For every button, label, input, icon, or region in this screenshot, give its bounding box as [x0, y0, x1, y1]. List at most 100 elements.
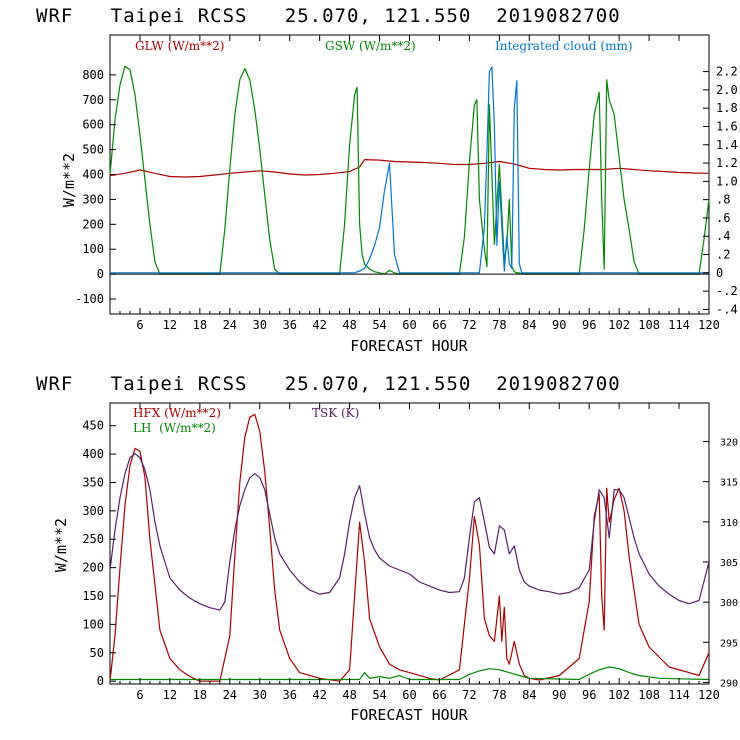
y2-tick-label: 2.0: [716, 83, 738, 97]
x-tick-label: 96: [582, 688, 596, 702]
x-tick-label: 60: [402, 688, 416, 702]
y2-tick-label: 1.8: [716, 101, 738, 115]
y2-tick-label: 300: [720, 598, 738, 609]
y2-tick-label: 320: [720, 438, 738, 449]
x-tick-label: 6: [136, 318, 143, 332]
x-tick-label: 12: [163, 688, 177, 702]
x-tick-label: 18: [193, 688, 207, 702]
y-tick-label: 400: [82, 447, 104, 461]
y-tick-label: 800: [82, 68, 104, 82]
x-tick-label: 72: [462, 318, 476, 332]
x-tick-label: 84: [522, 318, 536, 332]
panel-1-title: WRF Taipei RCSS 25.070, 121.550 20190827…: [36, 5, 621, 27]
y-tick-label: 300: [82, 504, 104, 518]
panel-2: WRF Taipei RCSS 25.070, 121.550 20190827…: [36, 373, 738, 724]
y-tick-label: 400: [82, 168, 104, 182]
x-tick-label: 6: [136, 688, 143, 702]
y2-tick-label: 1.6: [716, 119, 738, 133]
panel-1-series: [109, 65, 710, 275]
y2-tick-label: 310: [720, 518, 738, 529]
x-tick-label: 102: [608, 318, 630, 332]
y2-tick-label: 295: [720, 638, 738, 649]
y-tick-label: 600: [82, 118, 104, 132]
x-tick-label: 90: [552, 318, 566, 332]
y-tick-label: 200: [82, 561, 104, 575]
x-tick-label: 36: [282, 318, 296, 332]
legend-gsw: GSW (W/m**2): [325, 39, 416, 53]
x-tick-label: 78: [492, 318, 506, 332]
x-tick-label: 72: [462, 688, 476, 702]
x-tick-label: 30: [253, 318, 267, 332]
x-tick-label: 78: [492, 688, 506, 702]
y-tick-label: 100: [82, 242, 104, 256]
x-tick-label: 24: [223, 318, 237, 332]
x-tick-label: 48: [342, 318, 356, 332]
panel-1: WRF Taipei RCSS 25.070, 121.550 20190827…: [36, 5, 738, 355]
x-tick-label: 66: [432, 688, 446, 702]
panel-2-series: [109, 413, 710, 682]
x-tick-label: 42: [312, 688, 326, 702]
y-tick-label: 200: [82, 217, 104, 231]
y-tick-label: 0: [97, 674, 104, 688]
panel-1-axes: 6 12 18 24 30 36 42 48 54 60 66 72 78 84 90 96 102 108 114…: [75, 35, 738, 332]
panel-1-plot-frame: [109, 34, 710, 315]
y-tick-label: 500: [82, 143, 104, 157]
legend-hfx: HFX (W/m**2): [133, 406, 221, 420]
x-tick-label: 102: [608, 688, 630, 702]
x-tick-label: 36: [282, 688, 296, 702]
y2-tick-label: 1.4: [716, 138, 738, 152]
legend-lh: LH (W/m**2): [133, 421, 216, 435]
y-tick-label: 50: [90, 646, 104, 660]
y2-tick-label: 315: [720, 478, 738, 489]
y2-tick-label: 1.2: [716, 156, 738, 170]
series-line-1-2: [109, 65, 710, 275]
x-tick-label: 12: [163, 318, 177, 332]
panel-2-xlabel: FORECAST HOUR: [350, 706, 468, 724]
x-tick-label: 66: [432, 318, 446, 332]
legend-tsk: TSK (K): [312, 406, 359, 420]
x-tick-label: 48: [342, 688, 356, 702]
x-tick-label: 18: [193, 318, 207, 332]
legend-glw: GLW (W/m**2): [135, 39, 224, 53]
x-tick-label: 108: [638, 688, 660, 702]
y-tick-label: 100: [82, 617, 104, 631]
x-tick-label: 120: [698, 688, 720, 702]
series-line-2-1: [109, 413, 710, 682]
y-tick-label: 350: [82, 475, 104, 489]
y2-tick-label: .6: [716, 211, 730, 225]
y-tick-label: 450: [82, 419, 104, 433]
panel-2-title: WRF Taipei RCSS 25.070, 121.550 20190827…: [36, 373, 621, 395]
panel-1-xlabel: FORECAST HOUR: [350, 337, 468, 355]
x-tick-label: 114: [668, 318, 690, 332]
y-tick-label: -100: [75, 292, 104, 306]
x-tick-label: 30: [253, 688, 267, 702]
y2-tick-label: .4: [716, 229, 730, 243]
series-line-1-1: [109, 159, 710, 178]
series-line-2-3: [109, 453, 710, 611]
x-tick-label: 24: [223, 688, 237, 702]
legend-cloud: Integrated cloud (mm): [495, 39, 633, 53]
series-line-1-3: [110, 66, 709, 274]
x-tick-label: 60: [402, 318, 416, 332]
y2-tick-label: 2.2: [716, 65, 738, 79]
y2-tick-label: 1.0: [716, 174, 738, 188]
x-tick-label: 54: [372, 688, 386, 702]
y2-tick-label: 305: [720, 558, 738, 569]
y2-tick-label: -.4: [716, 302, 738, 316]
y-tick-label: 300: [82, 192, 104, 206]
x-tick-label: 42: [312, 318, 326, 332]
y-tick-label: 700: [82, 93, 104, 107]
panel-2-axes: 6 12 18 24 30 36 42 48 54 60 66 72 78 84 90 96 102 108 114…: [82, 403, 738, 702]
x-tick-label: 114: [668, 688, 690, 702]
panel-2-plot-frame: [109, 402, 710, 685]
y2-tick-label: 0: [716, 266, 723, 280]
y-tick-label: 0: [97, 267, 104, 281]
x-tick-label: 54: [372, 318, 386, 332]
x-tick-label: 84: [522, 688, 536, 702]
y2-tick-label: .2: [716, 248, 730, 262]
y-tick-label: 250: [82, 532, 104, 546]
x-tick-label: 108: [638, 318, 660, 332]
x-tick-label: 90: [552, 688, 566, 702]
y2-tick-label: -.2: [716, 284, 738, 298]
